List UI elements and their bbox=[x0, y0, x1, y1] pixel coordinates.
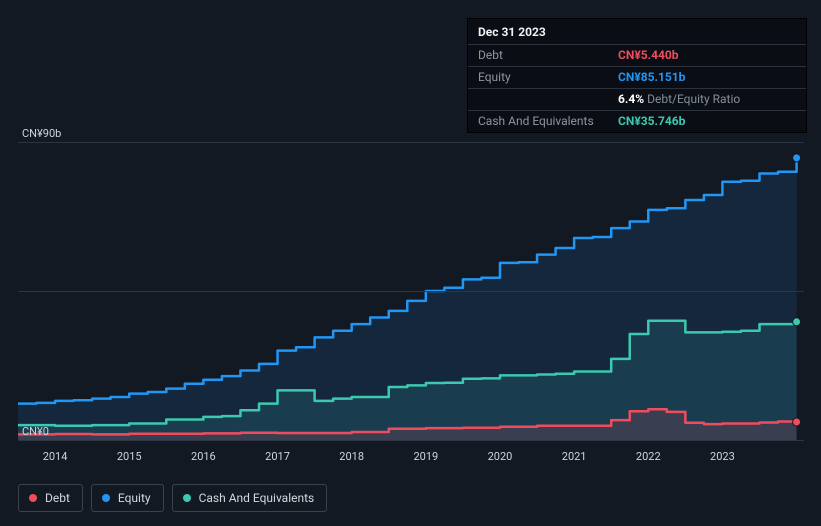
legend-dot-icon bbox=[183, 494, 191, 502]
x-axis-label: 2023 bbox=[710, 450, 735, 463]
grid-line bbox=[18, 142, 804, 143]
legend-dot-icon bbox=[102, 494, 110, 502]
x-axis-label: 2017 bbox=[265, 450, 290, 463]
tooltip-title: Dec 31 2023 bbox=[468, 19, 806, 44]
x-axis-label: 2021 bbox=[562, 450, 587, 463]
x-axis-label: 2019 bbox=[413, 450, 438, 463]
x-axis-label: 2022 bbox=[636, 450, 661, 463]
tooltip-row-label: Equity bbox=[468, 67, 608, 89]
grid-line bbox=[18, 291, 804, 292]
legend-label: Debt bbox=[45, 491, 70, 505]
legend-label: Equity bbox=[118, 491, 151, 505]
tooltip-box: Dec 31 2023 DebtCN¥5.440bEquityCN¥85.151… bbox=[467, 18, 807, 133]
tooltip-row-value: CN¥5.440b bbox=[608, 45, 806, 67]
tooltip-rows: DebtCN¥5.440bEquityCN¥85.151b6.4% Debt/E… bbox=[468, 44, 806, 132]
series-fill-equity bbox=[18, 158, 797, 440]
tooltip-row-label bbox=[468, 89, 608, 111]
tooltip-row-value: CN¥85.151b bbox=[608, 67, 806, 89]
series-end-marker-debt bbox=[793, 418, 801, 426]
legend-label: Cash And Equivalents bbox=[199, 491, 315, 505]
legend-item-debt[interactable]: Debt bbox=[18, 484, 83, 512]
y-axis-label: CN¥0 bbox=[22, 425, 49, 438]
y-axis-label: CN¥90b bbox=[22, 127, 61, 140]
grid-line bbox=[18, 440, 804, 441]
x-axis-label: 2020 bbox=[488, 450, 513, 463]
tooltip-row-label: Cash And Equivalents bbox=[468, 111, 608, 133]
legend-item-equity[interactable]: Equity bbox=[91, 484, 164, 512]
x-axis-label: 2014 bbox=[43, 450, 68, 463]
x-axis-label: 2015 bbox=[117, 450, 142, 463]
legend: Debt Equity Cash And Equivalents bbox=[18, 484, 327, 512]
tooltip-row-label: Debt bbox=[468, 45, 608, 67]
x-axis-label: 2016 bbox=[191, 450, 216, 463]
tooltip-row-value: CN¥35.746b bbox=[608, 111, 806, 133]
series-end-marker-cash bbox=[793, 318, 801, 326]
series-end-marker-equity bbox=[793, 154, 801, 162]
x-axis-label: 2018 bbox=[339, 450, 364, 463]
legend-item-cash[interactable]: Cash And Equivalents bbox=[172, 484, 328, 512]
tooltip-row-value: 6.4% Debt/Equity Ratio bbox=[608, 89, 806, 111]
legend-dot-icon bbox=[29, 494, 37, 502]
